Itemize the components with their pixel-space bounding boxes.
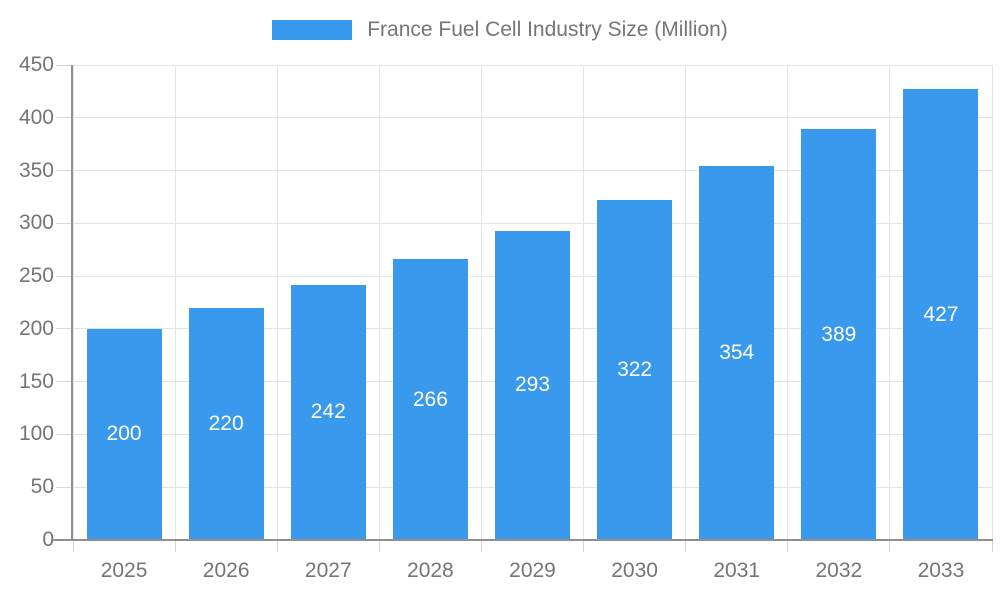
- y-axis-tick: [56, 433, 73, 435]
- x-axis-label: 2033: [917, 559, 965, 582]
- bar-value-label: 293: [514, 373, 551, 397]
- y-axis-tick: [56, 381, 73, 383]
- y-axis-label: 400: [18, 105, 54, 129]
- bar-value-label: 242: [310, 400, 346, 424]
- y-axis-tick: [56, 170, 73, 172]
- y-axis-label: 350: [18, 158, 54, 182]
- bar-value-label: 389: [821, 322, 857, 346]
- legend-label: France Fuel Cell Industry Size (Million): [367, 18, 728, 41]
- x-axis-tick: [480, 540, 482, 552]
- x-gridline: [685, 65, 687, 540]
- y-gridline: [73, 117, 992, 119]
- y-axis-label: 250: [18, 264, 54, 288]
- x-axis-tick: [276, 540, 278, 552]
- bar[interactable]: [903, 89, 979, 540]
- bar[interactable]: [495, 230, 570, 540]
- y-gridline: [73, 64, 992, 66]
- bar-value-label: 427: [923, 302, 959, 326]
- y-axis-label: 450: [18, 53, 54, 76]
- x-gridline: [583, 65, 585, 540]
- y-axis-tick: [56, 275, 73, 277]
- x-gridline: [889, 65, 891, 540]
- x-axis-label: 2025: [100, 559, 148, 582]
- bar[interactable]: [86, 328, 162, 540]
- bar-value-label: 322: [617, 358, 653, 382]
- y-gridline: [73, 170, 992, 172]
- y-axis-label: 50: [30, 475, 54, 499]
- x-axis-tick: [889, 540, 891, 552]
- bar-value-label: 220: [208, 411, 244, 435]
- x-axis-label: 2028: [407, 559, 454, 582]
- legend[interactable]: France Fuel Cell Industry Size (Million): [0, 18, 1000, 42]
- bar[interactable]: [392, 259, 468, 540]
- y-axis-line: [71, 65, 73, 540]
- x-axis-tick: [378, 540, 380, 552]
- bar[interactable]: [290, 284, 366, 540]
- x-gridline: [480, 65, 482, 540]
- y-axis-tick: [56, 64, 73, 66]
- x-axis-tick: [685, 540, 687, 552]
- x-gridline: [787, 65, 789, 540]
- bar[interactable]: [597, 200, 673, 540]
- y-axis-label: 300: [18, 211, 54, 235]
- x-axis-label: 2029: [509, 559, 556, 582]
- x-axis-label: 2027: [304, 559, 352, 582]
- x-axis-tick: [583, 540, 585, 552]
- bar-value-label: 354: [719, 341, 755, 365]
- y-axis-tick: [56, 117, 73, 119]
- x-axis-tick: [174, 540, 176, 552]
- bar[interactable]: [188, 307, 264, 540]
- x-axis-label: 2026: [202, 559, 250, 582]
- y-axis-tick: [56, 222, 73, 224]
- bar[interactable]: [699, 166, 775, 540]
- y-axis-label: 150: [18, 369, 54, 393]
- x-axis-tick: [787, 540, 789, 552]
- x-axis-line: [51, 539, 993, 541]
- bar-value-label: 200: [106, 422, 142, 446]
- y-axis-tick: [56, 328, 73, 330]
- x-gridline: [378, 65, 380, 540]
- y-axis-label: 100: [18, 422, 54, 446]
- x-gridline: [72, 65, 74, 540]
- x-axis-tick: [991, 540, 993, 552]
- bar[interactable]: [801, 129, 877, 540]
- x-axis-tick: [72, 540, 74, 552]
- bar-value-label: 266: [412, 387, 448, 411]
- legend-swatch: [272, 20, 353, 40]
- y-gridline: [73, 222, 992, 224]
- x-gridline: [276, 65, 278, 540]
- x-axis-label: 2030: [611, 559, 658, 582]
- x-axis-label: 2032: [815, 559, 863, 582]
- x-gridline: [991, 65, 993, 540]
- x-gridline: [174, 65, 176, 540]
- y-axis-label: 0: [42, 528, 54, 551]
- y-axis-tick: [56, 486, 73, 488]
- x-axis-label: 2031: [713, 559, 761, 582]
- y-axis-label: 200: [18, 316, 54, 340]
